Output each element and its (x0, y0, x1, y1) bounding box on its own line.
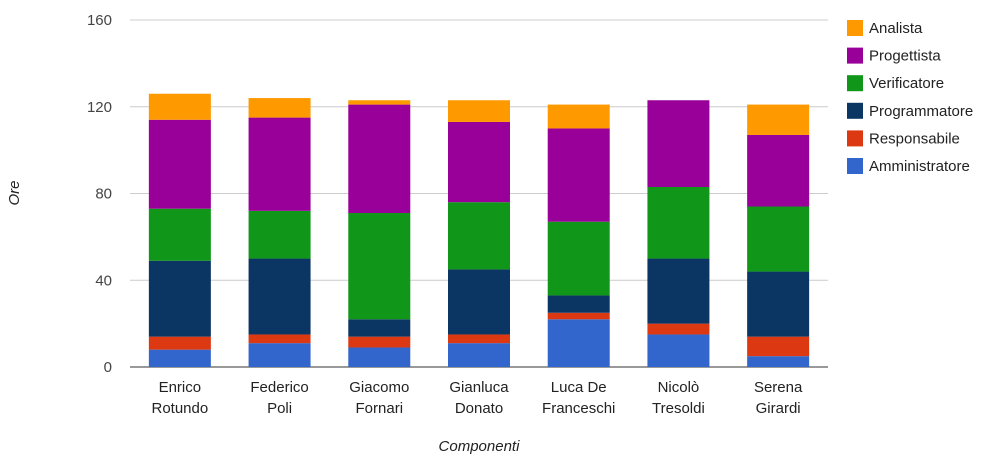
legend-swatch-verificatore (847, 75, 863, 92)
bar-segment-analista-4 (547, 104, 610, 129)
bar-segment-verificatore-2 (348, 213, 411, 320)
x-tick-label: Rotundo (151, 400, 208, 417)
x-tick-label: Federico (250, 379, 308, 396)
bar-segment-verificatore-0 (148, 208, 211, 261)
bar-segment-analista-3 (448, 100, 510, 122)
x-tick-label: Giacomo (349, 379, 409, 396)
bar-segment-analista-6 (747, 104, 810, 135)
bar-segment-responsabile-1 (248, 334, 311, 344)
y-tick-label: 160 (87, 12, 112, 29)
bar-segment-amministratore-2 (348, 347, 411, 367)
y-axis-title: Ore (6, 180, 23, 205)
legend-swatch-amministratore (847, 158, 863, 174)
legend-label-verificatore: Verificatore (869, 75, 944, 92)
bar-segment-responsabile-5 (647, 323, 710, 335)
y-tick-label: 0 (104, 359, 112, 376)
bar-segment-amministratore-4 (547, 319, 610, 367)
bar-segment-progettista-3 (448, 121, 510, 203)
legend-swatch-analista (847, 20, 863, 36)
bar-segment-verificatore-6 (747, 206, 810, 272)
bar-segment-programmatore-4 (547, 295, 610, 313)
bar-segment-progettista-4 (547, 128, 610, 222)
y-tick-label: 120 (87, 99, 112, 116)
bar-segment-amministratore-3 (448, 343, 510, 367)
bar-segment-programmatore-6 (747, 271, 810, 337)
bar-segment-amministratore-0 (148, 349, 211, 367)
bar-segment-verificatore-1 (248, 210, 311, 259)
bar-segment-analista-0 (148, 93, 211, 120)
bar-segment-amministratore-6 (747, 356, 810, 367)
y-tick-label: 80 (95, 186, 112, 203)
bar-segment-verificatore-3 (448, 202, 510, 270)
bar-segment-programmatore-1 (248, 258, 311, 335)
x-tick-label: Gianluca (449, 379, 509, 396)
bar-segment-amministratore-1 (248, 343, 311, 367)
x-axis-title: Componenti (439, 438, 521, 455)
legend-label-amministratore: Amministratore (869, 158, 970, 175)
x-tick-label: Serena (754, 379, 803, 396)
x-tick-label: Donato (455, 400, 503, 417)
bar-segment-responsabile-6 (747, 336, 810, 357)
bar-segment-progettista-0 (148, 119, 211, 209)
bar-segment-programmatore-0 (148, 260, 211, 337)
x-tick-label: Girardi (756, 400, 801, 417)
legend-label-programmatore: Programmatore (869, 103, 973, 120)
bar-segment-programmatore-3 (448, 269, 510, 335)
x-tick-label: Luca De (551, 379, 607, 396)
legend-label-responsabile: Responsabile (869, 130, 960, 147)
bar-segment-responsabile-3 (448, 334, 510, 344)
x-tick-label: Franceschi (542, 400, 615, 417)
bar-segment-verificatore-5 (647, 186, 710, 259)
bar-segment-programmatore-2 (348, 319, 411, 337)
x-tick-label: Tresoldi (652, 400, 705, 417)
bar-segment-responsabile-4 (547, 312, 610, 320)
bar-segment-amministratore-5 (647, 334, 710, 367)
x-tick-label: Poli (267, 400, 292, 417)
bar-segment-responsabile-0 (148, 336, 211, 350)
x-tick-label: Nicolò (658, 379, 700, 396)
bar-segment-progettista-1 (248, 117, 311, 211)
bar-segment-analista-1 (248, 98, 311, 118)
legend-label-analista: Analista (869, 20, 923, 37)
x-tick-label: Fornari (356, 400, 404, 417)
y-tick-label: 40 (95, 272, 112, 289)
bar-segment-progettista-5 (647, 100, 710, 187)
bar-segment-responsabile-2 (348, 336, 411, 348)
legend-swatch-programmatore (847, 102, 863, 119)
bar-segment-programmatore-5 (647, 258, 710, 324)
bar-segment-progettista-6 (747, 134, 810, 207)
legend-swatch-progettista (847, 47, 863, 64)
legend-label-progettista: Progettista (869, 48, 941, 65)
legend-swatch-responsabile (847, 130, 863, 147)
bar-segment-verificatore-4 (547, 221, 610, 296)
x-tick-label: Enrico (159, 379, 202, 396)
bar-segment-analista-2 (348, 100, 411, 105)
bar-segment-progettista-2 (348, 104, 411, 214)
